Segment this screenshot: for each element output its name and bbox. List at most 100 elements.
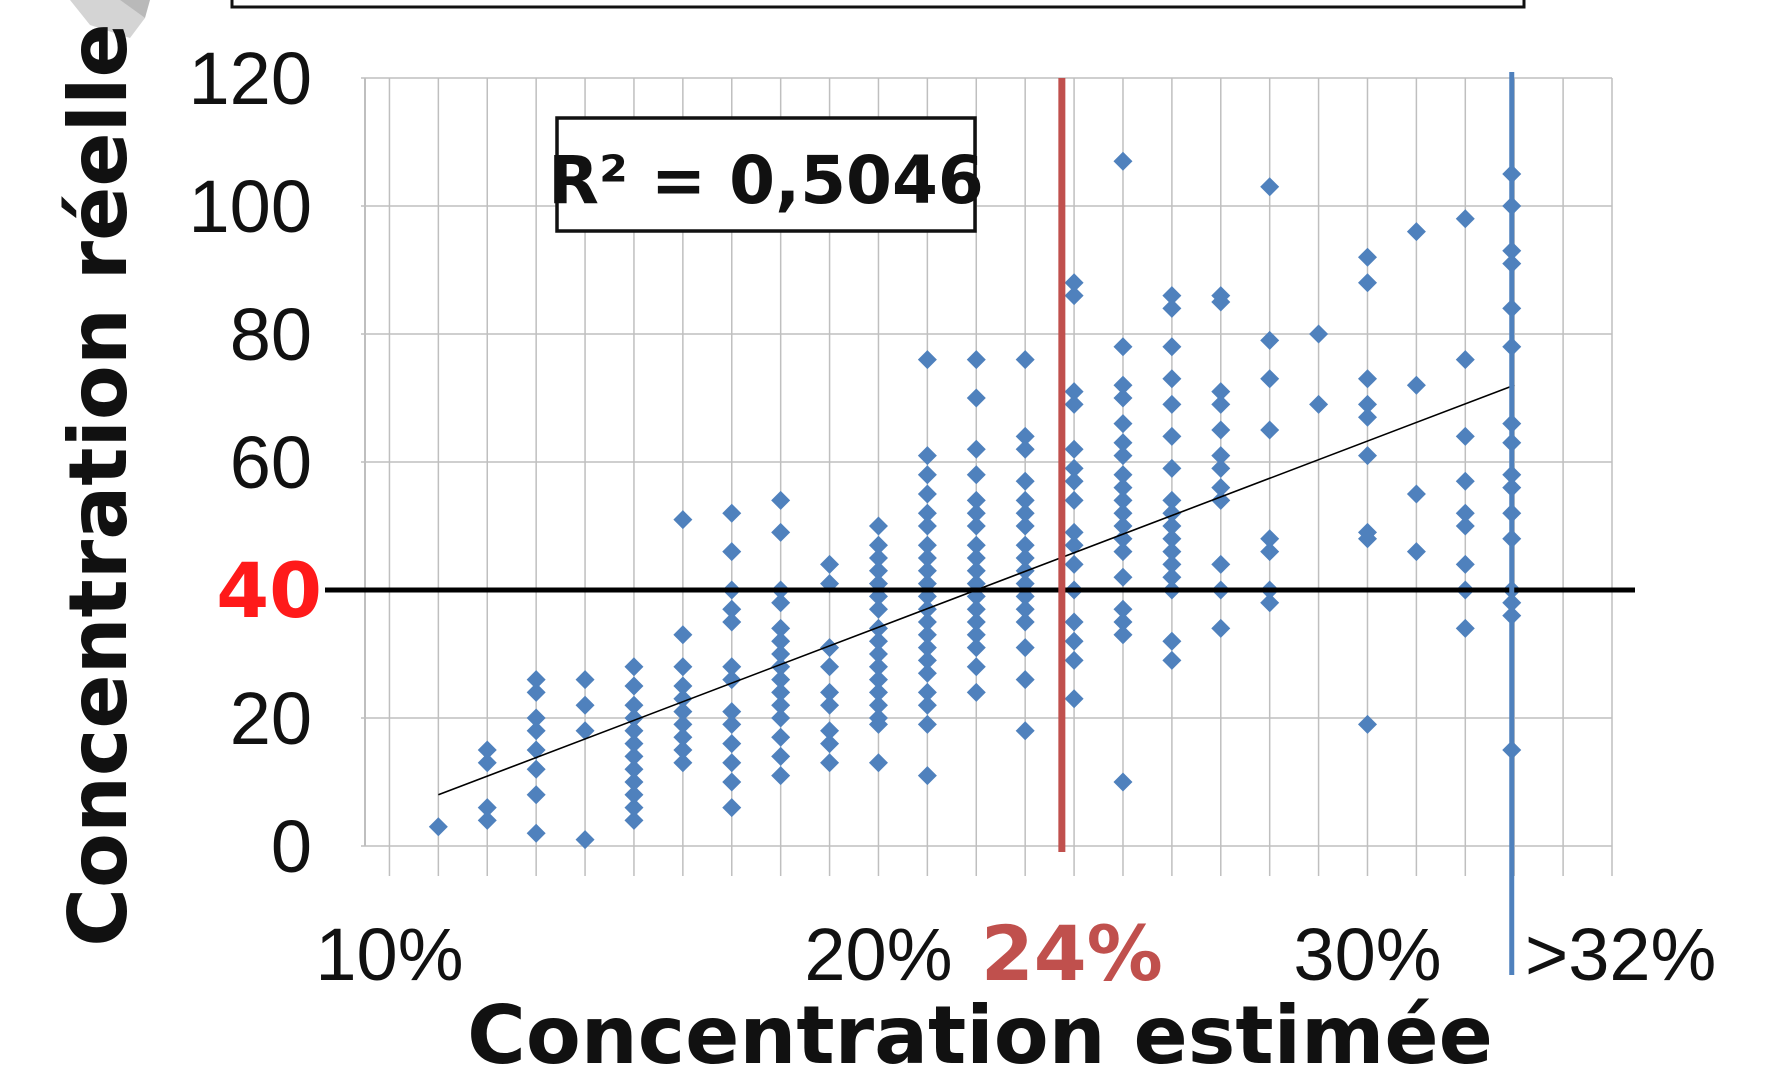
data-point: [917, 625, 937, 645]
data-point: [917, 548, 937, 568]
data-point: [966, 625, 986, 645]
data-point: [1455, 503, 1475, 523]
data-point: [917, 714, 937, 734]
data-point: [868, 682, 888, 702]
data-point: [1113, 478, 1133, 498]
data-point: [1162, 567, 1182, 587]
x-tick-label: 20%: [804, 913, 952, 996]
data-point: [673, 740, 693, 760]
data-point: [1064, 471, 1084, 491]
data-point: [771, 727, 791, 747]
data-point: [868, 753, 888, 773]
data-point: [1015, 599, 1035, 619]
data-point: [820, 638, 840, 658]
data-point: [1064, 382, 1084, 402]
data-point: [966, 490, 986, 510]
data-point: [966, 535, 986, 555]
data-point: [722, 599, 742, 619]
data-point: [1357, 714, 1377, 734]
data-point: [771, 522, 791, 542]
data-point: [1162, 394, 1182, 414]
data-point: [624, 772, 644, 792]
data-point: [722, 753, 742, 773]
data-point: [1015, 439, 1035, 459]
data-point: [1406, 542, 1426, 562]
data-point: [1260, 177, 1280, 197]
data-point: [771, 766, 791, 786]
data-point: [966, 599, 986, 619]
data-point: [1113, 599, 1133, 619]
data-point: [1455, 426, 1475, 446]
data-point: [575, 721, 595, 741]
y-tick-label: 100: [189, 165, 312, 248]
data-point: [1064, 458, 1084, 478]
data-point: [868, 561, 888, 581]
data-point: [673, 753, 693, 773]
data-point: [917, 766, 937, 786]
data-point: [1064, 490, 1084, 510]
data-point: [1357, 407, 1377, 427]
data-point: [673, 714, 693, 734]
data-point: [1064, 631, 1084, 651]
data-point: [477, 753, 497, 773]
x-tick-label: 30%: [1293, 913, 1441, 996]
data-point: [624, 657, 644, 677]
data-point: [917, 561, 937, 581]
data-point: [526, 740, 546, 760]
data-point: [624, 746, 644, 766]
data-point: [1064, 522, 1084, 542]
data-point: [1260, 542, 1280, 562]
data-point: [575, 670, 595, 690]
data-point: [868, 657, 888, 677]
data-point: [1113, 503, 1133, 523]
data-point: [820, 682, 840, 702]
data-point: [1260, 420, 1280, 440]
data-point: [1357, 522, 1377, 542]
data-point: [526, 759, 546, 779]
data-point: [1357, 446, 1377, 466]
data-point: [1113, 490, 1133, 510]
data-point: [1211, 478, 1231, 498]
data-point: [722, 542, 742, 562]
data-point: [820, 734, 840, 754]
data-point: [820, 753, 840, 773]
data-point: [966, 388, 986, 408]
data-point: [820, 657, 840, 677]
data-point: [1113, 388, 1133, 408]
data-point: [917, 516, 937, 536]
data-point: [1015, 350, 1035, 370]
data-point: [917, 484, 937, 504]
data-point: [966, 612, 986, 632]
data-point: [624, 721, 644, 741]
y-tick-label: 60: [230, 421, 312, 504]
data-point: [477, 798, 497, 818]
data-point: [1064, 439, 1084, 459]
data-point: [771, 670, 791, 690]
data-point: [966, 682, 986, 702]
data-point: [722, 714, 742, 734]
data-point: [917, 612, 937, 632]
data-point: [1162, 337, 1182, 357]
data-point: [1406, 484, 1426, 504]
data-point: [1357, 394, 1377, 414]
data-point: [1015, 638, 1035, 658]
data-point: [868, 631, 888, 651]
data-point: [771, 618, 791, 638]
data-point: [1162, 298, 1182, 318]
data-point: [771, 593, 791, 613]
data-point: [1162, 529, 1182, 549]
x-tick-label: 10%: [315, 913, 463, 996]
y-tick-label: 120: [189, 37, 312, 120]
data-point: [1211, 286, 1231, 306]
data-point: [624, 785, 644, 805]
data-point: [917, 350, 937, 370]
data-point: [624, 759, 644, 779]
data-point: [1015, 535, 1035, 555]
data-point: [722, 503, 742, 523]
data-point: [1260, 529, 1280, 549]
data-point: [673, 727, 693, 747]
data-point: [1162, 554, 1182, 574]
data-point: [1064, 554, 1084, 574]
data-point: [624, 695, 644, 715]
